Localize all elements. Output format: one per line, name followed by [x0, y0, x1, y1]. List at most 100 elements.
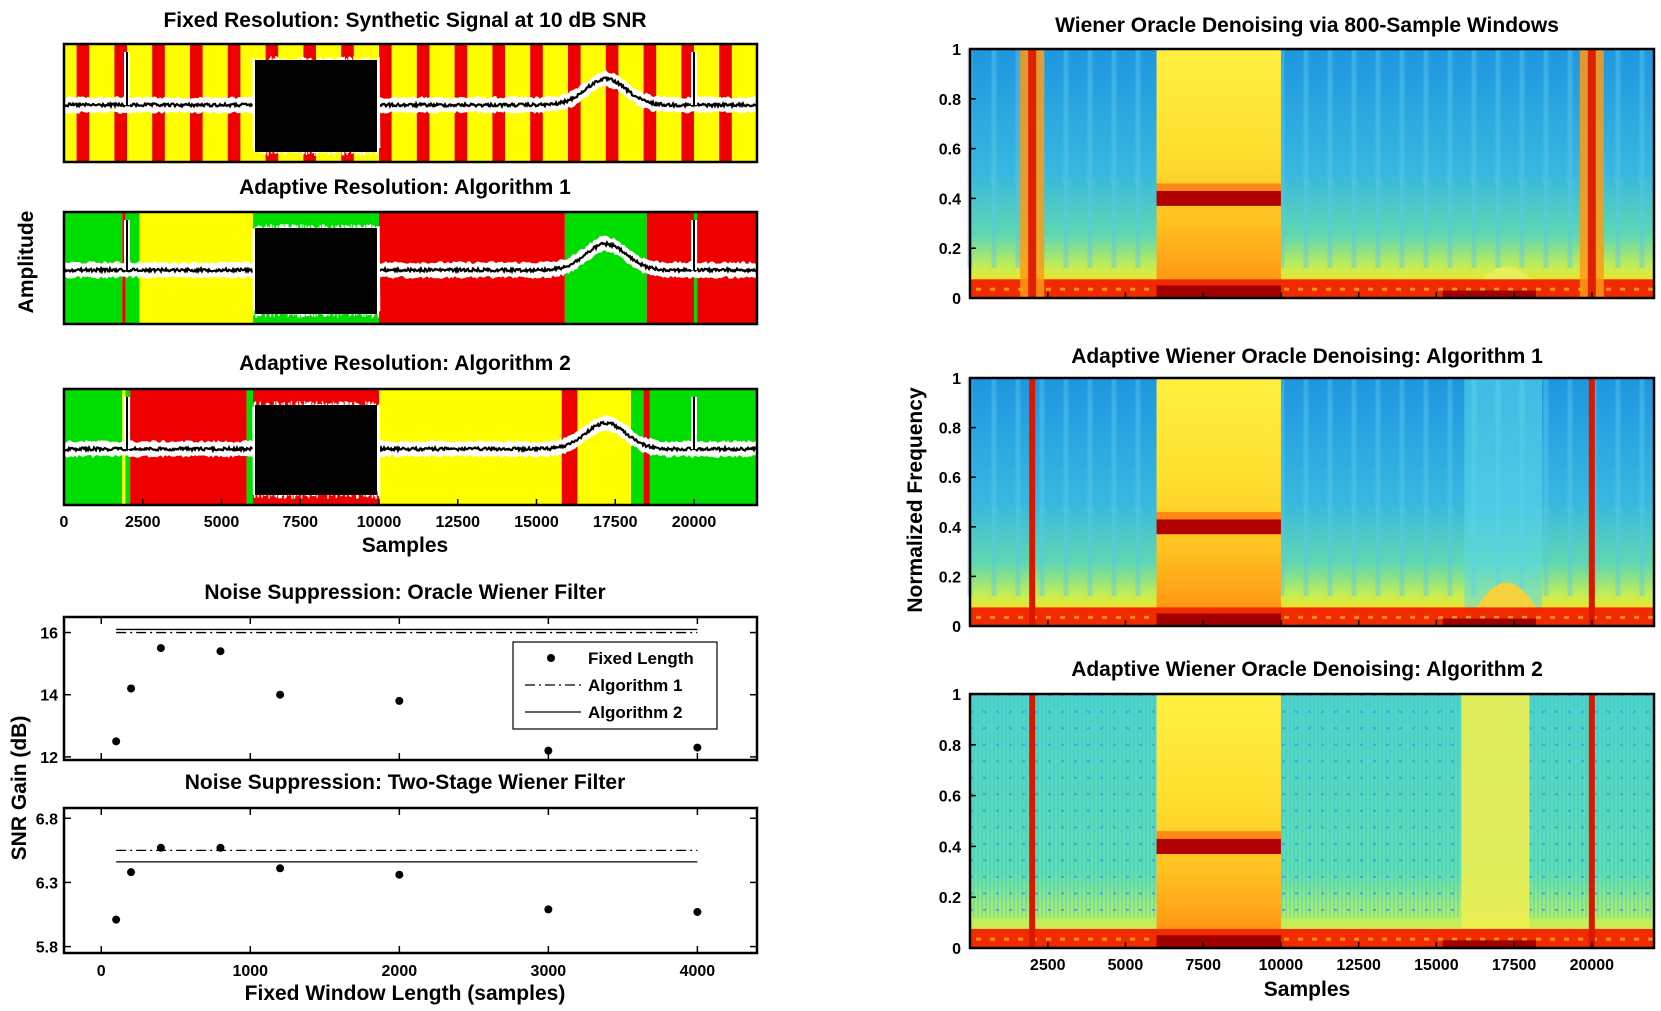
- gain1-point: [156, 644, 165, 653]
- sig2-title: Adaptive Resolution: Algorithm 1: [239, 176, 571, 199]
- gain1-point: [395, 696, 404, 705]
- sig2-burst-core: [255, 228, 377, 314]
- spec1-bump-low: [1442, 290, 1536, 298]
- sig1-noise-envelope: [64, 70, 757, 114]
- gain2-title: Noise Suppression: Two-Stage Wiener Filt…: [185, 771, 626, 794]
- sig3-xlabel: Samples: [362, 534, 448, 557]
- sig1-segment: [593, 44, 607, 162]
- sig3-frame: [62, 387, 759, 507]
- spec1-tone-band: [1156, 190, 1281, 206]
- gain2-xtick-label: 4000: [680, 963, 716, 980]
- legend-label: Fixed Length: [588, 649, 694, 668]
- spec3-burst-region: [1156, 694, 1281, 948]
- gain1-point: [693, 743, 702, 752]
- spec2-ytick-label: 1: [952, 371, 961, 388]
- gain2-point: [112, 915, 121, 924]
- sig1-frame: [62, 42, 759, 164]
- spec1-ytick-label: 0: [952, 291, 961, 308]
- spec1-title: Wiener Oracle Denoising via 800-Sample W…: [1055, 14, 1559, 37]
- gain1-point: [112, 737, 121, 746]
- sig3-xtick-label: 10000: [357, 514, 402, 531]
- spec3-impulse: [1588, 694, 1595, 948]
- gain2-ytick-label: 6.3: [36, 875, 58, 892]
- gain2-xtick-label: 2000: [382, 963, 418, 980]
- spec3-xtick-label: 20000: [1570, 957, 1615, 974]
- spec3-bump-low: [1442, 940, 1536, 948]
- spec2-tone-halo: [1156, 511, 1281, 520]
- legend-label: Algorithm 2: [588, 703, 682, 722]
- sig2-frame: [62, 210, 759, 326]
- gain1-ytick-label: 14: [40, 688, 58, 705]
- spec1-background: [970, 49, 1654, 298]
- gain1-ytick-label: 16: [40, 626, 58, 643]
- spec2-tone-band: [1156, 519, 1281, 535]
- sig1-panel: [62, 42, 759, 164]
- spec3-title: Adaptive Wiener Oracle Denoising: Algori…: [1071, 658, 1543, 681]
- spec1-ytick-label: 0.4: [939, 191, 961, 208]
- gain1-title: Noise Suppression: Oracle Wiener Filter: [204, 581, 605, 604]
- gain2-ytick-label: 5.8: [36, 940, 58, 957]
- legend-label: Algorithm 1: [588, 676, 682, 695]
- gain1-point: [216, 647, 225, 656]
- spec2-bump-low: [1442, 618, 1536, 626]
- spec2-ytick-label: 0.8: [939, 421, 961, 438]
- sig3-xtick-label: 12500: [436, 514, 481, 531]
- legend-marker-dots: [547, 654, 555, 662]
- sig3-xtick-label: 20000: [672, 514, 717, 531]
- sig3-xtick-label: 5000: [204, 514, 240, 531]
- gain2-point: [693, 907, 702, 916]
- spec1-panel: 0 0.2 0.4 0.6 0.8 1: [939, 42, 1656, 308]
- snr-gain-label: SNR Gain (dB): [8, 716, 31, 861]
- spec2-ytick-label: 0: [952, 619, 961, 636]
- gain2-ytick-label: 6.8: [36, 811, 58, 828]
- gain2-panel: 5.8 6.3 6.8 0 1000 2000 3000 4000: [36, 806, 759, 980]
- gain1-point: [544, 746, 553, 755]
- sig3-panel: [62, 387, 759, 507]
- sig3-segment: [577, 389, 631, 505]
- sig3-xtick-label: 15000: [514, 514, 559, 531]
- sig2-panel: [62, 210, 759, 326]
- sig2-segment: [564, 212, 647, 324]
- spec2-ytick-label: 0.6: [939, 470, 961, 487]
- gain2-point: [276, 864, 285, 873]
- spec3-frame: [968, 692, 1656, 950]
- spec1-frame: [968, 47, 1656, 300]
- spec3-bump-column: [1461, 694, 1530, 948]
- spec2-impulse: [1029, 378, 1036, 626]
- sig1-segment: [580, 44, 594, 162]
- spec3-xtick-label: 10000: [1259, 957, 1304, 974]
- sig1-signal-trace: [63, 76, 758, 110]
- spec3-xtick-label: 17500: [1492, 957, 1537, 974]
- spec1-burst-region: [1156, 49, 1281, 298]
- gain1-point: [276, 690, 285, 699]
- spec2-panel: 0 0.2 0.4 0.6 0.8 1: [939, 371, 1656, 636]
- gain1-panel: 12 14 16 Fixed Length Algorithm 1 Algorithm 2: [40, 615, 759, 767]
- spec2-ytick-label: 0.2: [939, 569, 961, 586]
- spec1-ytick-label: 0.6: [939, 142, 961, 159]
- spec3-xtick-label: 2500: [1030, 957, 1066, 974]
- spec3-xtick-label: 7500: [1185, 957, 1221, 974]
- gain1-ytick-label: 12: [40, 750, 58, 767]
- gain2-frame: [62, 806, 759, 955]
- sig3-xtick-label: 17500: [593, 514, 638, 531]
- amplitude-label: Amplitude: [15, 211, 38, 314]
- spec3-background: [970, 694, 1654, 948]
- spec1-impulse: [1028, 49, 1037, 298]
- spec3-xtick-label: 5000: [1108, 957, 1144, 974]
- gain2-xlabel: Fixed Window Length (samples): [245, 982, 566, 1005]
- spec1-ytick-label: 1: [952, 42, 961, 59]
- gain2-xtick-label: 1000: [232, 963, 268, 980]
- sig3-xticks: 0 2500 5000 7500 10000 12500 15000 17500 20000: [60, 499, 717, 531]
- spec1-ytick-label: 0.2: [939, 241, 961, 258]
- spec3-xtick-label: 12500: [1336, 957, 1381, 974]
- sig3-xtick-label: 0: [60, 514, 69, 531]
- gain2-point: [127, 868, 136, 877]
- spec2-burst-low: [1156, 613, 1281, 626]
- spec2-title: Adaptive Wiener Oracle Denoising: Algori…: [1071, 345, 1543, 368]
- sig2-signal-trace: [63, 239, 758, 275]
- spec2-background: [970, 378, 1654, 626]
- spec1-burst-low: [1156, 285, 1281, 298]
- spec3-ytick-label: 0.4: [939, 839, 961, 856]
- spec3-xtick-label: 15000: [1414, 957, 1459, 974]
